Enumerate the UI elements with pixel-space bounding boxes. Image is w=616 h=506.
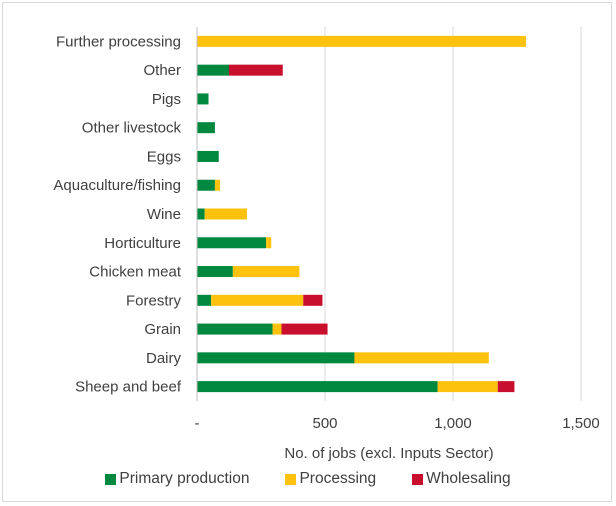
category-label: Other livestock <box>82 120 182 137</box>
bar-6-1 <box>204 208 247 220</box>
x-tick-label: - <box>195 415 200 432</box>
legend-swatch <box>105 473 117 485</box>
category-label: Chicken meat <box>89 264 182 281</box>
x-tick-label: 1,000 <box>434 415 472 432</box>
bar-8-1 <box>232 266 300 278</box>
x-tick-label: 500 <box>312 415 337 432</box>
category-label: Grain <box>144 321 181 338</box>
bar-5-0 <box>197 179 215 191</box>
category-labels: Further processing Other Pigs Other livesto… <box>53 33 181 395</box>
category-label: Aquaculture/fishing <box>53 177 181 194</box>
category-label: Eggs <box>147 148 181 165</box>
bar-9-0 <box>197 294 212 306</box>
legend-item: Wholesaling <box>412 470 511 488</box>
bar-0-1 <box>197 35 526 47</box>
legend: Primary production Processing Wholesaling <box>0 468 616 490</box>
bar-3-0 <box>197 122 215 134</box>
legend-item: Processing <box>285 470 376 488</box>
bar-9-2 <box>303 294 323 306</box>
gridlines <box>324 27 582 401</box>
bar-4-0 <box>197 150 219 162</box>
category-label: Sheep and beef <box>75 379 182 396</box>
category-label: Further processing <box>56 33 181 50</box>
bar-10-0 <box>197 323 273 335</box>
category-label: Forestry <box>126 292 182 309</box>
legend-label: Processing <box>299 470 377 487</box>
bar-1-2 <box>229 64 283 76</box>
category-label: Other <box>143 62 181 79</box>
bar-5-1 <box>214 179 221 191</box>
bar-12-1 <box>437 381 498 393</box>
legend-swatch <box>285 473 297 485</box>
bar-12-0 <box>197 381 438 393</box>
value-tick-labels: - 500 1,000 1,500 <box>195 415 600 432</box>
chart-frame <box>2 2 612 502</box>
legend-item: Primary production <box>105 470 249 488</box>
legend-label: Wholesaling <box>426 470 511 487</box>
bar-1-0 <box>197 64 229 76</box>
bars <box>197 35 526 393</box>
bar-10-1 <box>272 323 282 335</box>
category-label: Pigs <box>152 91 181 108</box>
x-axis-title: No. of jobs (excl. Inputs Sector) <box>284 445 493 462</box>
bar-11-1 <box>354 352 489 364</box>
bar-9-1 <box>211 294 304 306</box>
bar-7-1 <box>266 237 272 249</box>
category-label: Wine <box>147 206 181 223</box>
bar-2-0 <box>197 93 209 105</box>
x-tick-label: 1,500 <box>562 415 600 432</box>
bar-10-2 <box>281 323 328 335</box>
bar-7-0 <box>197 237 267 249</box>
legend-label: Primary production <box>119 470 250 487</box>
bar-11-0 <box>197 352 355 364</box>
category-label: Horticulture <box>104 235 181 252</box>
category-label: Dairy <box>146 350 182 367</box>
bar-8-0 <box>197 266 233 278</box>
bar-12-2 <box>497 381 515 393</box>
bar-6-0 <box>197 208 205 220</box>
legend-swatch <box>412 473 424 485</box>
